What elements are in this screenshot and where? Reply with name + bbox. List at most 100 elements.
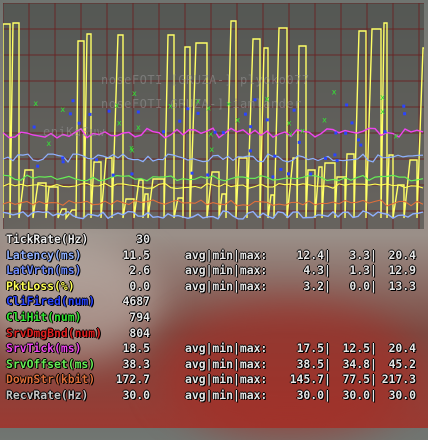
clifired-marker [95,158,99,162]
stat-max: 20.4 [388,341,416,356]
clifired-marker [206,173,210,177]
stat-avg: 3.2 [303,278,324,293]
clifired-marker [186,107,190,111]
background-scene [0,240,160,360]
stat-label: CliFired(num) [6,294,96,309]
stat-separator: | [370,387,377,402]
stat-separator: | [370,263,377,278]
stat-avg: 30.0 [296,387,324,402]
clifired-marker [249,125,253,129]
stat-label: CliHit(num) [6,309,82,324]
stat-min: 34.8 [342,356,370,371]
clihit-marker: x [132,89,137,98]
stat-agg-label: avg|min|max: [185,356,268,371]
latency-low-trace [3,210,424,220]
clifired-marker [265,118,269,122]
stat-separator: | [324,356,331,371]
clihit-marker: x [322,116,327,125]
clifired-marker [271,175,275,179]
stat-separator: | [324,372,331,387]
stat-separator: | [370,278,377,293]
stat-value: 38.3 [122,356,150,371]
stat-agg-label: avg|min|max: [185,278,268,293]
clifired-marker [248,149,252,153]
stat-value: 18.5 [122,341,150,356]
stat-row-srvtick: SrvTick(ms) 18.5 avg|min|max: 17.5 | 12.5 | 20.… [4,341,428,357]
stat-row-downstr: DownStr(kbit) 172.7 avg|min|max: 145.7 | 77.5… [4,372,428,388]
clifired-marker [344,131,348,135]
stat-separator: | [324,263,331,278]
clifired-marker [334,131,338,135]
clifired-marker [383,130,387,134]
stat-row-clifired: CliFired(num) 4687 [4,294,428,310]
clifired-marker [286,172,290,176]
stat-agg-label: avg|min|max: [185,263,268,278]
stat-value: 4687 [122,294,150,309]
netgraph-stats-panel: TickRate(Hz) 30 Latency(ms) 11.5 avg|min|max… [4,232,428,404]
clifired-marker [243,112,247,116]
clifired-marker [359,143,363,147]
clihit-marker: x [114,101,119,110]
clifired-marker [324,156,328,160]
clihit-marker: x [265,95,270,104]
pktloss-trace [3,182,424,190]
clifired-marker [253,98,257,102]
stat-avg: 4.3 [303,263,324,278]
latency-trace [3,153,424,163]
clifired-marker [190,171,194,175]
downstr-trace [3,199,424,207]
stat-row-tickrate: TickRate(Hz) 30 [4,232,428,248]
stat-separator: | [370,341,377,356]
clifired-marker [345,103,349,107]
tick-trace [3,20,424,221]
srvoffset-trace [3,174,424,182]
stat-value: 794 [129,309,150,324]
clifired-marker [130,172,134,176]
stat-row-pktloss: PktLoss(%) 0.0 avg|min|max: 3.2 | 0.0 | 13.3 [4,279,428,295]
stat-value: 172.7 [115,372,150,387]
stat-max: 217.3 [381,372,416,387]
clifired-marker [32,125,36,129]
stat-label: LatVrtn(ms) [6,263,82,278]
srvtick-trace [3,127,424,139]
stat-row-srvoffset: SrvOffset(ms) 38.3 avg|min|max: 38.5 | 34.8 | 4… [4,357,428,373]
clihit-marker: x [130,145,135,154]
clihit-marker: x [209,145,214,154]
stat-label: Latency(ms) [6,247,82,262]
clifired-marker [350,121,354,125]
clihit-marker: x [380,93,385,102]
clifired-marker [297,140,301,144]
stat-separator: | [324,387,331,402]
stat-row-srvdmgbnd: SrvDmgBnd(num) 804 [4,326,428,342]
stat-min: 12.5 [342,341,370,356]
clihit-marker: x [235,115,240,124]
clifired-marker [292,108,296,112]
stat-label: SrvTick(ms) [6,341,82,356]
clifired-marker [403,112,407,116]
stat-value: 30.0 [122,387,150,402]
stat-label: SrvOffset(ms) [6,356,96,371]
stat-label: DownStr(kbit) [6,372,96,387]
stat-min: 1.3 [349,263,370,278]
clifired-marker [162,130,166,134]
stat-max: 13.3 [388,278,416,293]
stat-row-clihit: CliHit(num) 794 [4,310,428,326]
stat-max: 30.0 [388,387,416,402]
clihit-marker: x [129,144,134,153]
stat-value: 30 [136,232,150,246]
clifired-marker [68,112,72,116]
clihit-marker: x [380,107,385,116]
clihit-marker: x [195,97,200,106]
clihit-marker: x [206,104,211,113]
clifired-marker [273,154,277,158]
clihit-marker: x [136,123,141,132]
clifired-marker [88,112,92,116]
clihit-marker: x [332,87,337,96]
clihit-marker: x [168,101,173,110]
stat-value: 804 [129,325,150,340]
stat-agg-label: avg|min|max: [185,387,268,402]
clihit-marker: x [300,126,305,135]
clifired-marker [333,153,337,157]
stat-agg-label: avg|min|max: [185,372,268,387]
